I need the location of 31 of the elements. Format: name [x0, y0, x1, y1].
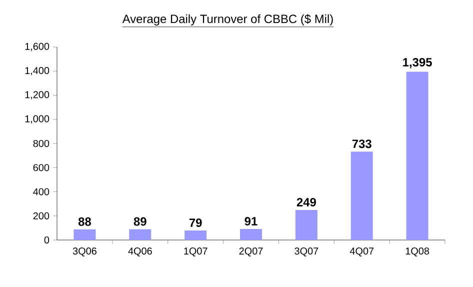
bar	[406, 72, 428, 240]
y-tick-label: 1,000	[25, 115, 50, 124]
bar	[350, 152, 373, 240]
x-tick-label: 4Q07	[350, 248, 374, 256]
bar	[184, 230, 207, 240]
y-tick-label: 1,400	[25, 67, 50, 76]
y-tick-label: 0	[44, 236, 50, 244]
data-label: 79	[189, 218, 202, 227]
x-tick-label: 1Q07	[184, 248, 208, 256]
data-label: 733	[352, 140, 372, 148]
y-tick-label: 1,200	[25, 91, 50, 100]
data-label: 88	[78, 217, 91, 226]
y-tick-label: 600	[33, 164, 50, 172]
data-label: 1,395	[403, 58, 432, 68]
y-tick-label: 800	[33, 140, 50, 148]
data-label: 91	[244, 217, 258, 226]
x-tick-label: 2Q07	[239, 248, 263, 256]
bar	[74, 229, 96, 240]
bar	[129, 229, 152, 240]
data-label: 89	[134, 217, 146, 226]
x-tick-label: 1Q08	[406, 248, 430, 256]
y-tick-label: 200	[33, 212, 50, 220]
bar	[295, 210, 318, 240]
x-tick-label: 3Q07	[294, 248, 318, 256]
data-label: 249	[296, 198, 316, 206]
y-tick-label: 400	[33, 188, 50, 196]
x-tick-label: 4Q06	[128, 248, 152, 256]
bar	[240, 229, 262, 240]
x-tick-label: 3Q06	[72, 248, 96, 256]
chart-title: Average Daily Turnover of CBBC ($ Mil)	[122, 14, 333, 26]
y-tick-label: 1,600	[25, 42, 50, 52]
